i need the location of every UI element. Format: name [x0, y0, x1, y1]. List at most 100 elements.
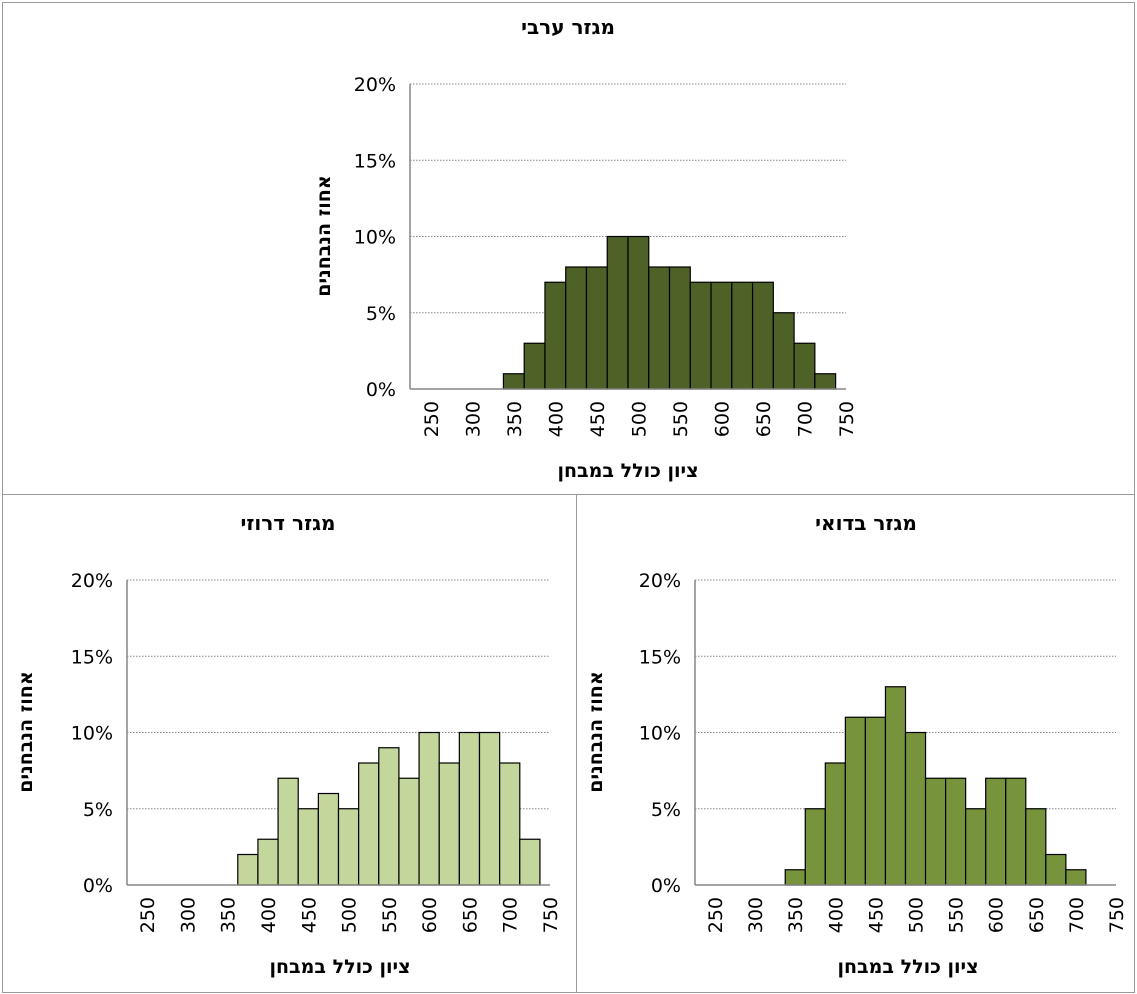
histogram-bar: [297, 808, 319, 886]
histogram-bar: [793, 342, 816, 390]
histogram-bar: [317, 792, 340, 886]
x-tick-label: 750: [1106, 897, 1128, 933]
x-tick-label: 350: [785, 897, 807, 933]
x-ticks: 250 300 350 400 450 500 550 600 650 700 750: [705, 897, 1128, 933]
histogram-bar: [1005, 777, 1027, 886]
histogram-bar: [277, 777, 299, 886]
histogram-bar: [358, 762, 380, 886]
histogram-bar: [398, 777, 420, 886]
histogram-bar: [337, 808, 360, 886]
histogram-bar: [502, 373, 525, 390]
x-tick-label: 700: [500, 897, 522, 933]
histogram-bar: [884, 686, 907, 886]
histogram-bar: [784, 869, 806, 886]
x-tick-label: 600: [419, 897, 441, 933]
histogram-bar: [544, 281, 567, 390]
y-axis-label: אחוז הנבחנים: [585, 671, 607, 792]
histogram-bar: [1065, 869, 1087, 886]
bars-layer: [784, 686, 1087, 886]
histogram-bar: [585, 266, 608, 390]
x-tick-label: 250: [421, 401, 443, 437]
histogram-bar: [965, 808, 987, 886]
histogram-bar: [814, 373, 837, 390]
histogram-bar: [689, 281, 712, 390]
x-tick-label: 650: [459, 897, 481, 933]
chart-bedouin-sector: מגזר בדואי 0% 5% 10% 15% 20% 250 300 350 400 450…: [585, 511, 1128, 978]
x-tick-label: 700: [1066, 897, 1088, 933]
x-tick-label: 300: [745, 897, 767, 933]
y-ticks: 0% 5% 10% 15% 20%: [639, 570, 681, 897]
x-axis-label: ציון כולל במבחן: [557, 460, 698, 482]
histogram-bar: [1045, 853, 1067, 886]
histogram-bar: [519, 838, 541, 886]
y-tick-label: 10%: [639, 723, 681, 745]
axis-layer: [409, 84, 846, 390]
x-tick-label: 750: [836, 401, 858, 437]
frame-bottom-right-panel: [576, 494, 1135, 993]
y-ticks: 0% 5% 10% 15% 20%: [354, 74, 396, 401]
x-axis-label: ציון כולל במבחן: [269, 956, 410, 978]
chart-druze-sector: מגזר דרוזי 0% 5% 10% 15% 20% 250 300 350 400 450…: [15, 511, 562, 978]
axis-layer: [694, 580, 1116, 886]
x-tick-label: 350: [504, 401, 526, 437]
frame-top-panel: [2, 2, 1135, 495]
x-tick-label: 400: [258, 897, 280, 933]
x-tick-label: 550: [946, 897, 968, 933]
histogram-bar: [237, 853, 259, 886]
histogram-bar: [478, 731, 501, 886]
y-tick-label: 0%: [651, 875, 681, 897]
histogram-bar: [710, 281, 733, 390]
x-tick-label: 750: [540, 897, 562, 933]
x-tick-label: 500: [628, 401, 650, 437]
y-tick-label: 5%: [651, 799, 681, 821]
histogram-bar: [944, 777, 967, 886]
histogram-bar: [606, 235, 629, 390]
histogram-bar: [772, 312, 795, 390]
x-tick-label: 250: [705, 897, 727, 933]
x-tick-label: 500: [339, 897, 361, 933]
x-tick-label: 250: [137, 897, 159, 933]
axis-layer: [126, 580, 550, 886]
y-tick-label: 0%: [83, 875, 113, 897]
x-tick-label: 300: [462, 401, 484, 437]
histogram-bar: [731, 281, 754, 390]
histogram-bar: [438, 762, 460, 886]
y-tick-label: 20%: [71, 570, 113, 592]
chart-title: מגזר ערבי: [521, 15, 615, 39]
y-tick-label: 20%: [354, 74, 396, 96]
y-tick-label: 10%: [71, 723, 113, 745]
x-tick-label: 450: [587, 401, 609, 437]
histogram-bar: [627, 235, 650, 390]
histogram-bar: [565, 266, 588, 390]
y-tick-label: 5%: [366, 303, 396, 325]
histogram-bar: [499, 762, 521, 886]
histogram-bar: [804, 808, 826, 886]
histogram-bar: [985, 777, 1007, 886]
histogram-bar: [648, 266, 671, 390]
bars-layer: [502, 235, 837, 390]
chart-title: מגזר דרוזי: [241, 511, 336, 535]
x-ticks: 250 300 350 400 450 500 550 600 650 700 750: [137, 897, 562, 933]
x-tick-label: 650: [753, 401, 775, 437]
y-tick-label: 15%: [354, 150, 396, 172]
x-tick-label: 700: [794, 401, 816, 437]
y-tick-label: 5%: [83, 799, 113, 821]
x-tick-label: 300: [177, 897, 199, 933]
y-axis-label: אחוז הנבחנים: [15, 671, 37, 792]
histogram-bar: [418, 731, 440, 886]
histogram-bar: [924, 777, 947, 886]
x-tick-label: 400: [825, 897, 847, 933]
histogram-bar: [257, 838, 279, 886]
histogram-bar: [904, 731, 927, 886]
histogram-bar: [458, 731, 481, 886]
y-ticks: 0% 5% 10% 15% 20%: [71, 570, 113, 897]
histogram-bar: [523, 342, 546, 390]
histogram-bar: [378, 747, 400, 886]
x-ticks: 250 300 350 400 450 500 550 600 650 700 750: [421, 401, 858, 437]
x-tick-label: 450: [865, 897, 887, 933]
chart-arab-sector: מגזר ערבי 0% 5% 10% 15% 20% 250 300 350 400 450 5…: [313, 15, 858, 482]
x-tick-label: 400: [545, 401, 567, 437]
histogram-bar: [864, 716, 887, 886]
